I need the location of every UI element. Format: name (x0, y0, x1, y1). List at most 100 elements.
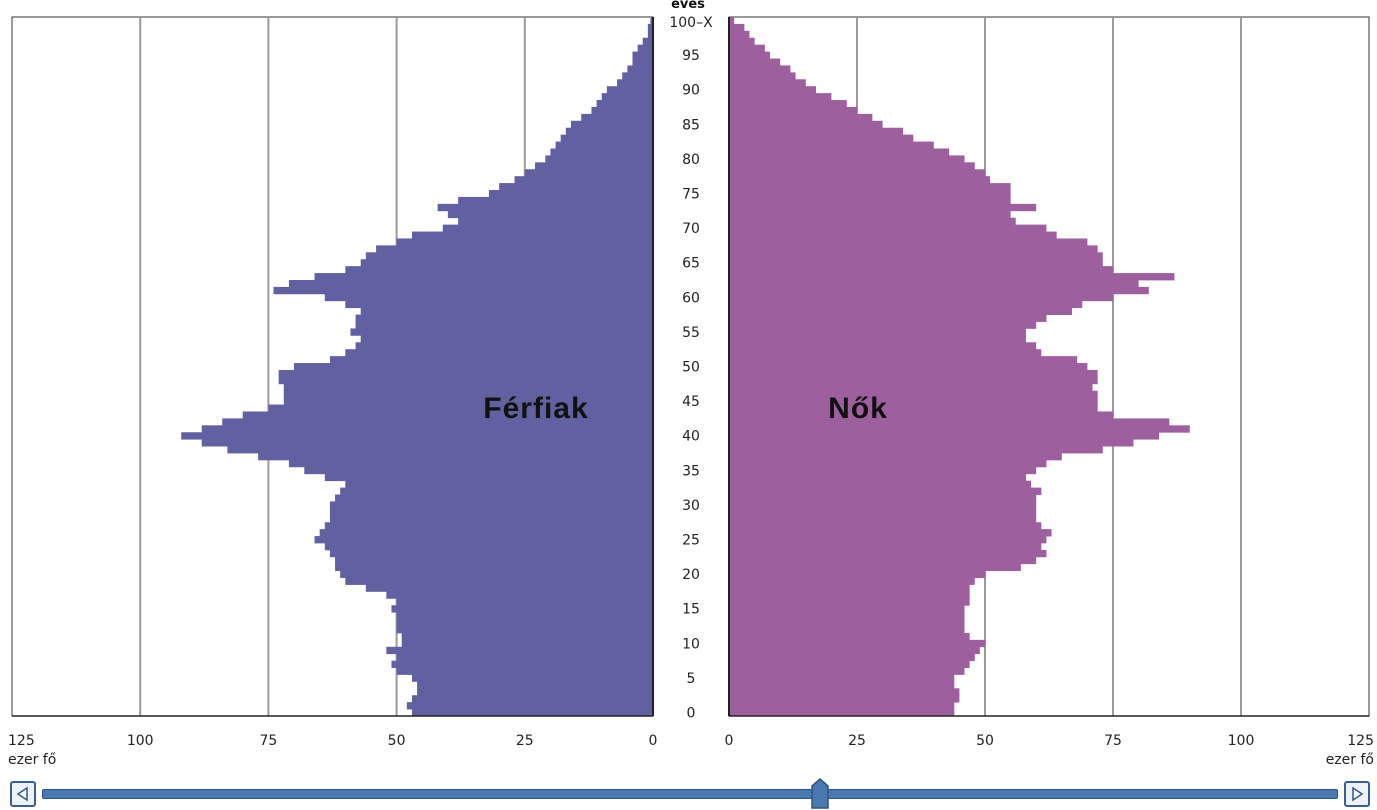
female-bar-age-16 (729, 598, 970, 606)
male-bar-age-40 (181, 432, 653, 440)
female-bar-age-24 (729, 542, 1042, 551)
female-bar-age-31 (729, 494, 1037, 502)
female-bar-age-18 (729, 584, 970, 592)
female-bar-age-93 (729, 65, 791, 73)
male-bar-age-36 (288, 459, 653, 468)
scroll-left-button[interactable] (10, 781, 36, 807)
female-bar-age-51 (729, 356, 1078, 364)
male-bar-age-88 (596, 100, 653, 108)
male-bar-age-42 (222, 418, 654, 426)
male-bar-age-69 (411, 231, 653, 239)
male-bar-age-51 (329, 356, 653, 364)
male-bar-age-68 (396, 238, 653, 246)
male-bar-age-6 (396, 667, 653, 675)
female-bar-age-8 (729, 653, 975, 662)
scroll-right-button[interactable] (1344, 781, 1370, 807)
male-bar-age-43 (242, 411, 653, 419)
female-bar-age-23 (729, 549, 1047, 558)
male-bar-age-2 (411, 695, 653, 703)
male-bar-age-29 (329, 508, 653, 516)
male-bar-age-14 (396, 612, 653, 620)
x-tick-left-0: 0 (649, 733, 658, 749)
female-bar-age-49 (729, 369, 1098, 378)
male-bar-age-87 (591, 106, 653, 115)
male-bar-age-75 (488, 190, 653, 198)
male-bar-age-16 (396, 598, 653, 606)
age-tick-80: 80 (682, 152, 700, 168)
female-bar-age-46 (729, 390, 1098, 399)
female-bar-age-0 (729, 709, 955, 717)
female-bar-age-47 (729, 383, 1093, 392)
male-bar-age-0 (411, 709, 653, 717)
female-bar-age-95 (729, 51, 770, 59)
male-bar-age-46 (283, 390, 653, 399)
male-bar-age-49 (278, 369, 653, 378)
age-tick-25: 25 (682, 533, 700, 549)
female-bar-age-44 (729, 404, 1098, 412)
female-bar-age-55 (729, 328, 1026, 336)
female-bar-age-67 (729, 245, 1098, 253)
female-bar-age-87 (729, 106, 857, 115)
male-series-label: Férfiak (483, 392, 588, 425)
female-bar-age-76 (729, 183, 1011, 191)
female-bar-age-58 (729, 307, 1073, 315)
female-bar-age-88 (729, 100, 847, 108)
x-tick-left-100: 100 (127, 733, 154, 749)
male-bar-age-100 (650, 17, 653, 25)
age-tick-35: 35 (682, 463, 700, 479)
female-bar-age-74 (729, 196, 1011, 205)
female-bar-age-19 (729, 577, 975, 585)
male-bar-age-53 (355, 342, 653, 350)
female-bar-age-94 (729, 58, 781, 66)
x-tick-right-50: 50 (976, 733, 994, 749)
female-bar-age-69 (729, 231, 1057, 239)
male-bar-age-76 (499, 183, 653, 191)
x-tick-right-75: 75 (1104, 733, 1122, 749)
year-scrollbar[interactable] (10, 778, 1370, 810)
female-bar-age-72 (729, 210, 1011, 219)
male-bar-age-82 (555, 141, 653, 149)
male-bar-age-71 (458, 217, 653, 226)
female-bar-age-91 (729, 79, 806, 87)
age-tick-20: 20 (682, 567, 700, 583)
male-bars (181, 17, 654, 717)
male-bar-age-38 (227, 446, 653, 454)
age-tick-15: 15 (682, 602, 700, 618)
female-bar-age-50 (729, 363, 1088, 371)
male-bar-age-32 (340, 487, 653, 495)
female-bar-age-5 (729, 674, 955, 682)
x-tick-right-0: 0 (725, 733, 734, 749)
male-bar-age-1 (406, 702, 653, 710)
age-tick-75: 75 (682, 186, 700, 202)
male-bar-age-25 (314, 536, 653, 544)
female-bar-age-11 (729, 632, 970, 641)
female-bar-age-100 (729, 17, 735, 25)
female-bars (729, 17, 1190, 717)
age-tick-60: 60 (682, 290, 700, 306)
male-bar-age-60 (324, 293, 653, 302)
female-bar-age-12 (729, 626, 965, 634)
female-bar-age-45 (729, 397, 1098, 405)
male-bar-age-19 (345, 577, 653, 585)
female-bar-age-78 (729, 169, 985, 177)
female-bar-age-84 (729, 127, 904, 136)
male-bar-age-9 (386, 646, 653, 655)
male-bar-age-24 (324, 542, 653, 551)
male-bar-age-41 (201, 425, 653, 433)
male-bar-age-67 (376, 245, 653, 253)
female-bar-age-20 (729, 570, 985, 578)
male-bar-age-12 (396, 626, 653, 634)
female-bar-age-96 (729, 44, 765, 53)
female-bar-age-41 (729, 425, 1190, 433)
scrollbar-thumb[interactable] (810, 778, 830, 810)
male-bar-age-3 (417, 688, 653, 696)
left-x-tick-labels: 125 100 75 50 25 0 (8, 733, 657, 749)
male-bar-age-35 (304, 466, 653, 475)
x-tick-right-25: 25 (848, 733, 866, 749)
female-bar-age-98 (729, 30, 750, 39)
female-bar-age-70 (729, 224, 1047, 232)
scrollbar-track[interactable] (42, 789, 1338, 799)
male-bar-age-30 (329, 501, 653, 509)
male-bar-age-54 (360, 335, 653, 343)
female-bar-age-38 (729, 446, 1103, 454)
